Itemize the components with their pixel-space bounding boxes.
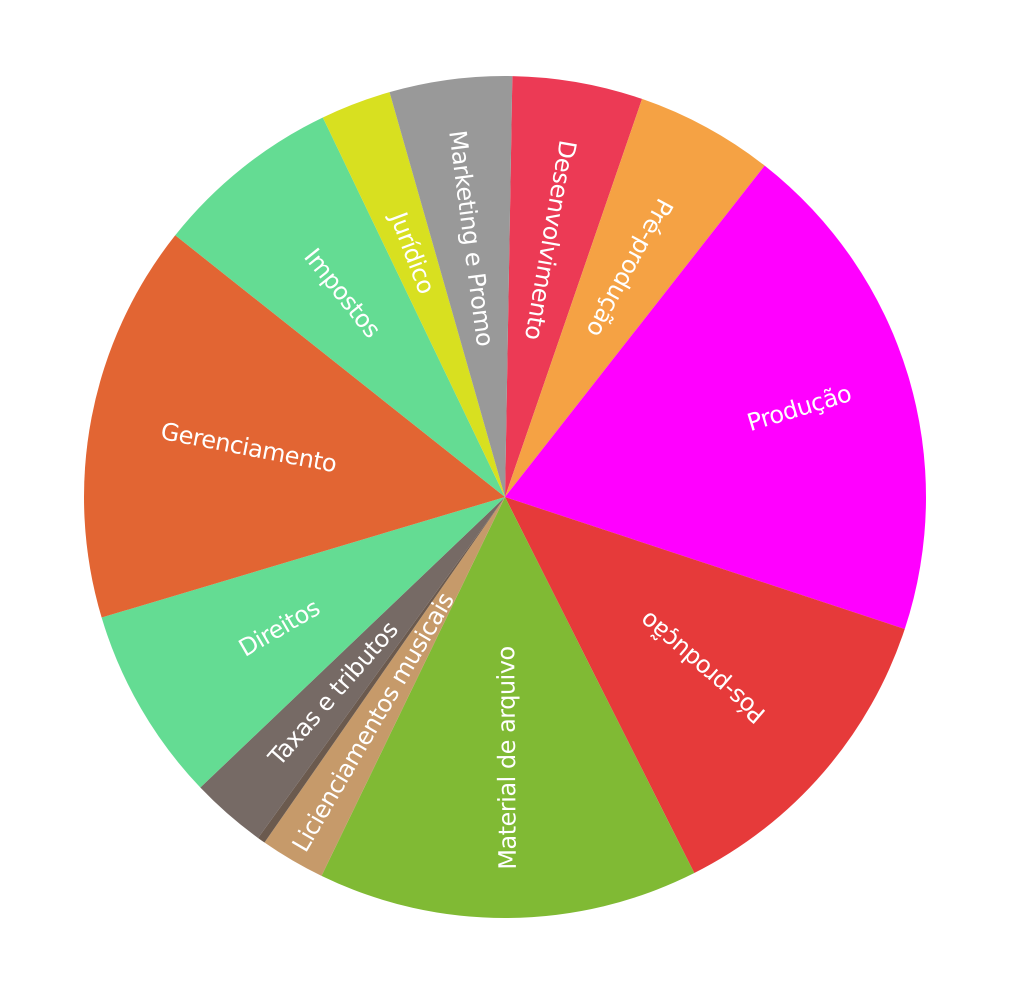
slice-label: Material de arquivo: [492, 646, 522, 870]
pie-slice: [505, 98, 765, 497]
pie-slices: [84, 75, 927, 918]
pie-slice: [389, 75, 513, 497]
pie-slice: [175, 117, 506, 497]
pie-slice: [258, 497, 505, 843]
pie-slice: [321, 497, 695, 918]
pie-slice: [200, 497, 505, 838]
pie-slice: [101, 497, 506, 788]
pie-slice: [505, 497, 905, 874]
pie-slice: [505, 165, 927, 630]
pie-slice: [505, 76, 643, 497]
pie-slice: [264, 497, 505, 876]
pie-slice: [322, 92, 505, 498]
pie-slice: [84, 235, 505, 618]
